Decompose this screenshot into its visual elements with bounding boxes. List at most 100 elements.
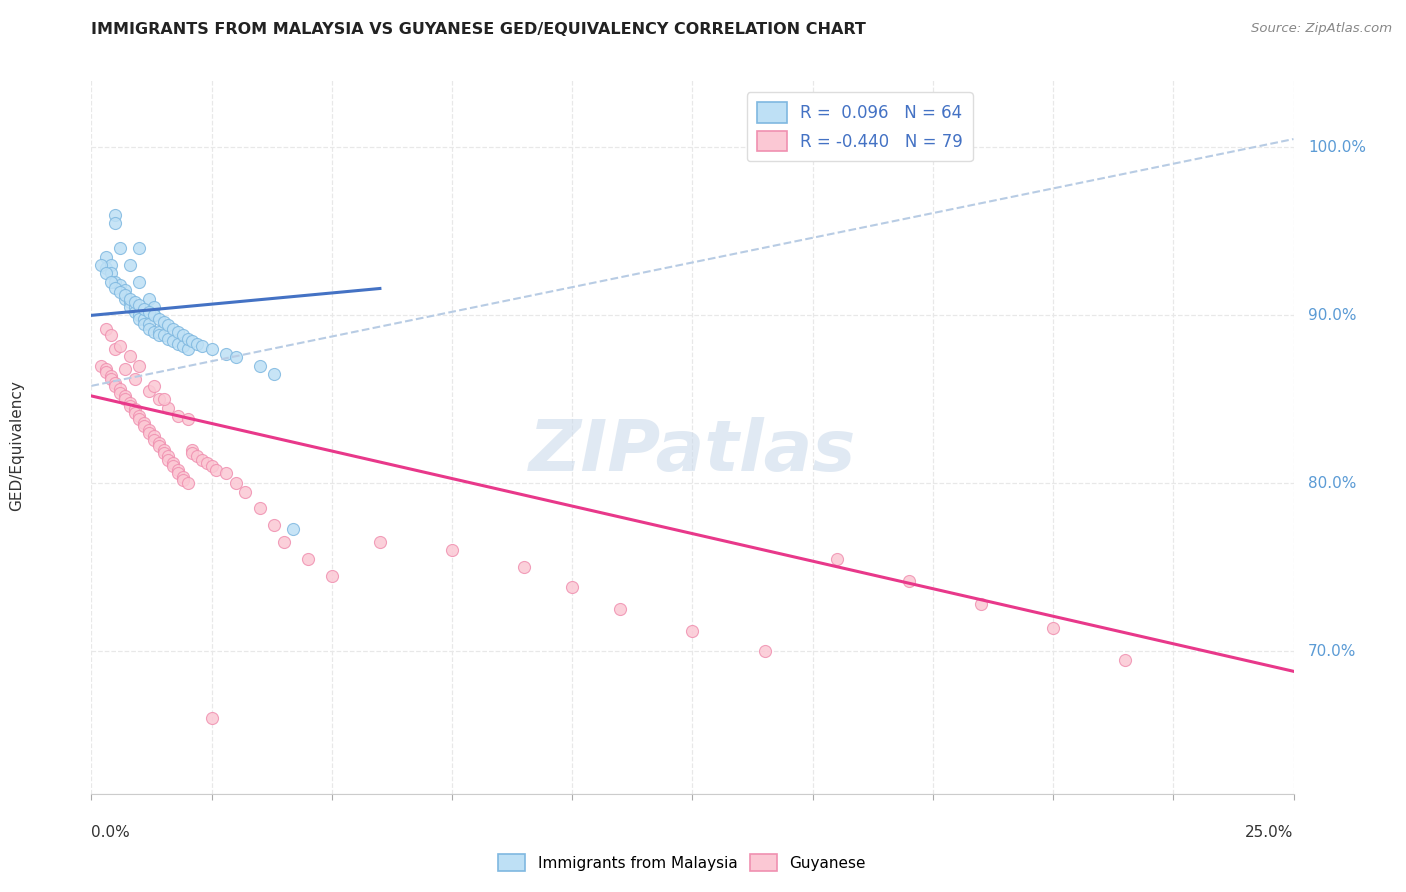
Point — [104, 216, 127, 230]
Point — [100, 368, 122, 383]
Point — [110, 285, 132, 299]
Point — [440, 543, 463, 558]
Point — [172, 328, 194, 343]
Point — [825, 551, 848, 566]
Point — [152, 442, 174, 457]
Point — [176, 412, 198, 426]
Point — [191, 338, 214, 352]
Point — [1114, 652, 1136, 666]
Point — [297, 551, 319, 566]
Text: GED/Equivalency: GED/Equivalency — [10, 381, 24, 511]
Point — [897, 574, 920, 588]
Point — [138, 305, 160, 319]
Point — [152, 315, 174, 329]
Point — [128, 409, 150, 423]
Point — [142, 429, 165, 443]
Point — [157, 401, 180, 415]
Point — [205, 463, 228, 477]
Point — [114, 292, 136, 306]
Point — [142, 309, 165, 323]
Point — [681, 624, 703, 638]
Point — [114, 362, 136, 376]
Point — [162, 322, 184, 336]
Point — [142, 300, 165, 314]
Point — [128, 241, 150, 255]
Point — [152, 446, 174, 460]
Point — [134, 317, 156, 331]
Point — [142, 325, 165, 339]
Point — [110, 338, 132, 352]
Point — [181, 442, 204, 457]
Point — [128, 412, 150, 426]
Point — [142, 379, 165, 393]
Point — [157, 452, 180, 467]
Point — [100, 266, 122, 280]
Point — [263, 367, 285, 381]
Point — [104, 376, 127, 390]
Text: 80.0%: 80.0% — [1308, 475, 1357, 491]
Point — [134, 419, 156, 434]
Point — [104, 342, 127, 356]
Point — [114, 389, 136, 403]
Point — [148, 439, 170, 453]
Point — [152, 392, 174, 407]
Point — [148, 392, 170, 407]
Point — [104, 281, 127, 295]
Text: ZIPatlas: ZIPatlas — [529, 417, 856, 486]
Text: Source: ZipAtlas.com: Source: ZipAtlas.com — [1251, 22, 1392, 36]
Point — [110, 385, 132, 400]
Point — [94, 366, 117, 380]
Point — [249, 501, 271, 516]
Point — [273, 535, 295, 549]
Point — [94, 362, 117, 376]
Point — [138, 384, 160, 398]
Point — [225, 351, 247, 365]
Point — [138, 423, 160, 437]
Point — [124, 305, 146, 319]
Point — [181, 334, 204, 348]
Point — [138, 292, 160, 306]
Point — [215, 466, 238, 480]
Point — [90, 359, 112, 373]
Point — [561, 580, 583, 594]
Legend: R =  0.096   N = 64, R = -0.440   N = 79: R = 0.096 N = 64, R = -0.440 N = 79 — [747, 92, 973, 161]
Legend: Immigrants from Malaysia, Guyanese: Immigrants from Malaysia, Guyanese — [492, 848, 872, 877]
Point — [118, 349, 141, 363]
Point — [513, 560, 536, 574]
Point — [134, 301, 156, 316]
Point — [128, 359, 150, 373]
Point — [152, 328, 174, 343]
Text: 90.0%: 90.0% — [1308, 308, 1357, 323]
Point — [167, 466, 190, 480]
Point — [157, 332, 180, 346]
Point — [172, 338, 194, 352]
Point — [754, 644, 776, 658]
Point — [94, 266, 117, 280]
Point — [100, 328, 122, 343]
Point — [94, 261, 117, 276]
Point — [94, 250, 117, 264]
Point — [104, 275, 127, 289]
Text: 70.0%: 70.0% — [1308, 644, 1357, 658]
Point — [167, 337, 190, 351]
Point — [176, 476, 198, 491]
Point — [138, 317, 160, 331]
Point — [167, 325, 190, 339]
Point — [195, 456, 218, 470]
Point — [124, 406, 146, 420]
Point — [138, 322, 160, 336]
Point — [90, 258, 112, 272]
Point — [148, 325, 170, 339]
Point — [128, 311, 150, 326]
Point — [128, 309, 150, 323]
Point — [124, 294, 146, 309]
Point — [128, 275, 150, 289]
Point — [162, 459, 184, 474]
Point — [104, 208, 127, 222]
Point — [162, 334, 184, 348]
Point — [167, 463, 190, 477]
Point — [148, 311, 170, 326]
Point — [181, 446, 204, 460]
Point — [162, 456, 184, 470]
Point — [100, 372, 122, 386]
